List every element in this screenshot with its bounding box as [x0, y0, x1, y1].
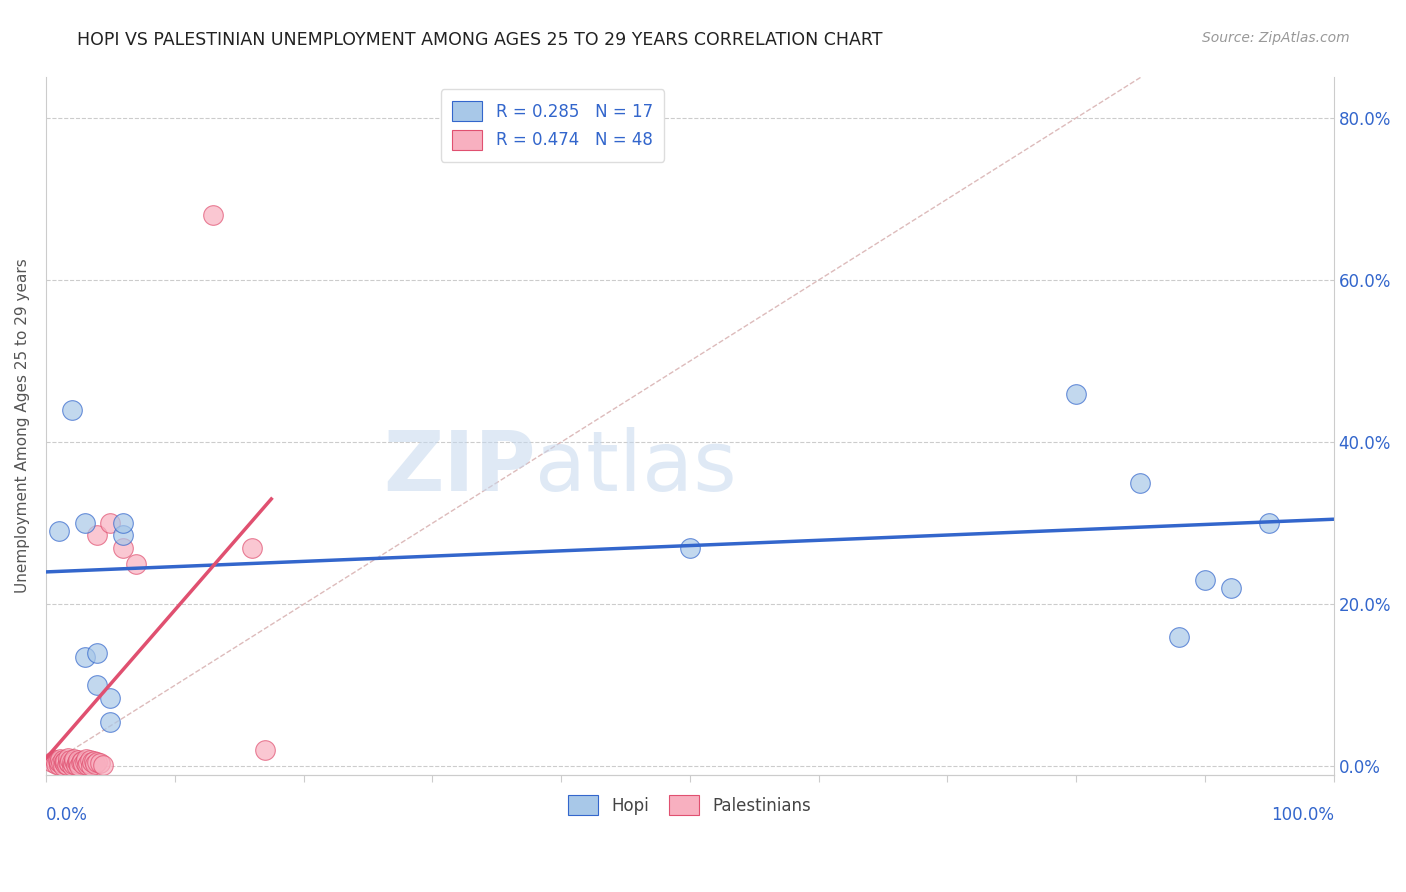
Point [69, 756, 91, 770]
Text: atlas: atlas [536, 427, 737, 508]
Point [112, 541, 135, 555]
Point [66, 755, 89, 769]
Point [60, 756, 83, 770]
Point [86, 678, 108, 692]
Point [1258, 516, 1281, 531]
Point [56, 751, 79, 765]
Point [202, 208, 225, 222]
Point [70, 754, 93, 768]
Point [55, 757, 77, 772]
Point [41, 756, 63, 770]
Point [48, 757, 70, 772]
Point [48, 755, 70, 769]
Point [45, 757, 67, 772]
Legend: Hopi, Palestinians: Hopi, Palestinians [561, 789, 818, 822]
Point [67, 756, 90, 771]
Point [73, 516, 96, 531]
Point [62, 757, 84, 772]
Point [125, 557, 148, 571]
Text: HOPI VS PALESTINIAN UNEMPLOYMENT AMONG AGES 25 TO 29 YEARS CORRELATION CHART: HOPI VS PALESTINIAN UNEMPLOYMENT AMONG A… [77, 31, 883, 49]
Point [240, 541, 263, 555]
Text: Source: ZipAtlas.com: Source: ZipAtlas.com [1202, 31, 1350, 45]
Point [73, 650, 96, 665]
Point [98, 690, 121, 705]
Point [1219, 581, 1241, 595]
Y-axis label: Unemployment Among Ages 25 to 29 years: Unemployment Among Ages 25 to 29 years [15, 259, 30, 593]
Point [48, 524, 70, 539]
Point [63, 752, 86, 766]
Point [1064, 386, 1087, 401]
Point [91, 757, 114, 772]
Point [49, 752, 72, 766]
Point [58, 756, 80, 771]
Point [72, 757, 94, 772]
Point [53, 757, 76, 772]
Point [69, 758, 91, 772]
Point [253, 743, 276, 757]
Text: 100.0%: 100.0% [1271, 806, 1334, 824]
Point [75, 752, 97, 766]
Point [79, 753, 101, 767]
Point [63, 754, 86, 768]
Point [60, 758, 83, 772]
Point [98, 714, 121, 729]
Point [46, 754, 69, 768]
Point [77, 756, 100, 771]
Point [52, 753, 75, 767]
Point [83, 757, 105, 772]
Point [76, 757, 98, 772]
Point [51, 756, 73, 771]
Point [86, 755, 108, 769]
Point [52, 758, 75, 772]
Point [59, 753, 82, 767]
Point [56, 755, 79, 769]
Point [1168, 630, 1191, 644]
Point [112, 528, 135, 542]
Point [82, 756, 104, 770]
Point [679, 541, 702, 555]
Point [112, 516, 135, 531]
Text: 0.0%: 0.0% [46, 806, 87, 824]
Point [53, 756, 76, 770]
Point [67, 753, 90, 767]
Text: ZIP: ZIP [382, 427, 536, 508]
Point [60, 402, 83, 417]
Point [80, 758, 103, 772]
Point [89, 756, 111, 771]
Point [44, 753, 66, 767]
Point [1129, 475, 1152, 490]
Point [86, 646, 108, 660]
Point [1194, 573, 1216, 587]
Point [65, 757, 87, 772]
Point [98, 516, 121, 531]
Point [86, 528, 108, 542]
Point [73, 755, 96, 769]
Point [53, 754, 76, 768]
Point [83, 754, 105, 768]
